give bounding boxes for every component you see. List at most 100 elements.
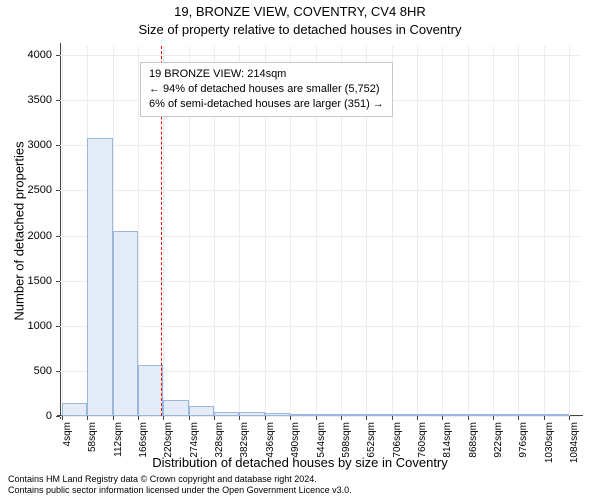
xtick-mark <box>341 416 342 420</box>
ytick-mark <box>56 55 60 56</box>
xtick-mark <box>163 416 164 420</box>
legend-line-3: 6% of semi-detached houses are larger (3… <box>149 97 384 112</box>
chart-title: 19, BRONZE VIEW, COVENTRY, CV4 8HR <box>0 4 600 19</box>
xtick-label: 436sqm <box>265 422 276 458</box>
histogram-bar <box>265 413 290 416</box>
ytick-mark <box>56 281 60 282</box>
histogram-bar <box>113 231 138 416</box>
ytick-label: 1000 <box>28 320 52 332</box>
ytick-label: 4000 <box>28 49 52 61</box>
gridline-v <box>518 46 519 416</box>
xtick-mark <box>442 416 443 420</box>
histogram-bar <box>214 412 239 417</box>
legend-line-2: ← 94% of detached houses are smaller (5,… <box>149 82 384 97</box>
legend-box: 19 BRONZE VIEW: 214sqm ← 94% of detached… <box>140 62 393 117</box>
plot-area: 050010001500200025003000350040004sqm58sq… <box>60 46 580 416</box>
xtick-mark <box>544 416 545 420</box>
ytick-label: 1500 <box>28 275 52 287</box>
histogram-bar <box>316 414 341 416</box>
xtick-label: 922sqm <box>493 422 504 458</box>
xtick-label: 4sqm <box>62 422 73 446</box>
ytick-label: 2000 <box>28 230 52 242</box>
xtick-mark <box>189 416 190 420</box>
xtick-mark <box>392 416 393 420</box>
ytick-label: 2500 <box>28 184 52 196</box>
histogram-bar <box>544 414 569 416</box>
histogram-bar <box>468 414 493 416</box>
xtick-label: 58sqm <box>87 422 98 452</box>
histogram-bar <box>87 138 112 416</box>
xtick-label: 328sqm <box>214 422 225 458</box>
xtick-mark <box>138 416 139 420</box>
xtick-mark <box>316 416 317 420</box>
histogram-bar <box>163 400 188 416</box>
xtick-label: 112sqm <box>113 422 124 457</box>
histogram-bar <box>518 414 543 416</box>
xtick-mark <box>62 416 63 420</box>
xtick-label: 598sqm <box>341 422 352 458</box>
ytick-mark <box>56 190 60 191</box>
ytick-mark <box>56 100 60 101</box>
xtick-mark <box>265 416 266 420</box>
xtick-label: 652sqm <box>366 422 377 458</box>
footer-line-1: Contains HM Land Registry data © Crown c… <box>8 474 592 485</box>
histogram-bar <box>366 414 391 416</box>
xtick-label: 544sqm <box>316 422 327 458</box>
xtick-label: 490sqm <box>290 422 301 458</box>
xtick-mark <box>113 416 114 420</box>
footer-line-2: Contains public sector information licen… <box>8 485 592 496</box>
y-axis-label: Number of detached properties <box>12 141 27 320</box>
xtick-mark <box>290 416 291 420</box>
xtick-label: 976sqm <box>518 422 529 458</box>
xtick-mark <box>468 416 469 420</box>
xtick-mark <box>518 416 519 420</box>
xtick-label: 166sqm <box>138 422 149 458</box>
gridline-v <box>442 46 443 416</box>
xtick-label: 274sqm <box>189 422 200 458</box>
histogram-bar <box>417 414 442 416</box>
gridline-v <box>544 46 545 416</box>
xtick-mark <box>87 416 88 420</box>
gridline-v <box>138 46 139 416</box>
chart-subtitle: Size of property relative to detached ho… <box>0 22 600 37</box>
histogram-bar <box>290 414 315 416</box>
xtick-mark <box>569 416 570 420</box>
legend-line-1: 19 BRONZE VIEW: 214sqm <box>149 67 384 82</box>
xtick-label: 814sqm <box>442 422 453 458</box>
y-axis-label-wrap: Number of detached properties <box>12 46 26 416</box>
xtick-label: 760sqm <box>417 422 428 458</box>
xtick-label: 220sqm <box>163 422 174 458</box>
xtick-mark <box>214 416 215 420</box>
xtick-label: 868sqm <box>468 422 479 458</box>
chart-root: { "title": "19, BRONZE VIEW, COVENTRY, C… <box>0 0 600 500</box>
histogram-bar <box>138 365 163 416</box>
histogram-bar <box>392 414 417 416</box>
ytick-label: 3500 <box>28 94 52 106</box>
histogram-bar <box>239 412 264 416</box>
ytick-mark <box>56 371 60 372</box>
xtick-mark <box>366 416 367 420</box>
gridline-v <box>493 46 494 416</box>
xtick-label: 382sqm <box>239 422 250 458</box>
gridline-v <box>569 46 570 416</box>
gridline-v <box>62 46 63 416</box>
histogram-bar <box>62 403 87 416</box>
ytick-mark <box>56 416 60 417</box>
histogram-bar <box>442 414 467 416</box>
xtick-mark <box>493 416 494 420</box>
x-axis-label: Distribution of detached houses by size … <box>0 455 600 470</box>
histogram-bar <box>493 414 518 416</box>
xtick-mark <box>239 416 240 420</box>
histogram-bar <box>341 414 366 416</box>
ytick-mark <box>56 236 60 237</box>
histogram-bar <box>189 406 214 416</box>
xtick-mark <box>417 416 418 420</box>
ytick-label: 3000 <box>28 139 52 151</box>
xtick-label: 706sqm <box>392 422 403 458</box>
ytick-mark <box>56 145 60 146</box>
ytick-label: 500 <box>34 365 52 377</box>
gridline-v <box>417 46 418 416</box>
chart-footer: Contains HM Land Registry data © Crown c… <box>8 474 592 496</box>
ytick-mark <box>56 326 60 327</box>
ytick-label: 0 <box>46 410 52 422</box>
